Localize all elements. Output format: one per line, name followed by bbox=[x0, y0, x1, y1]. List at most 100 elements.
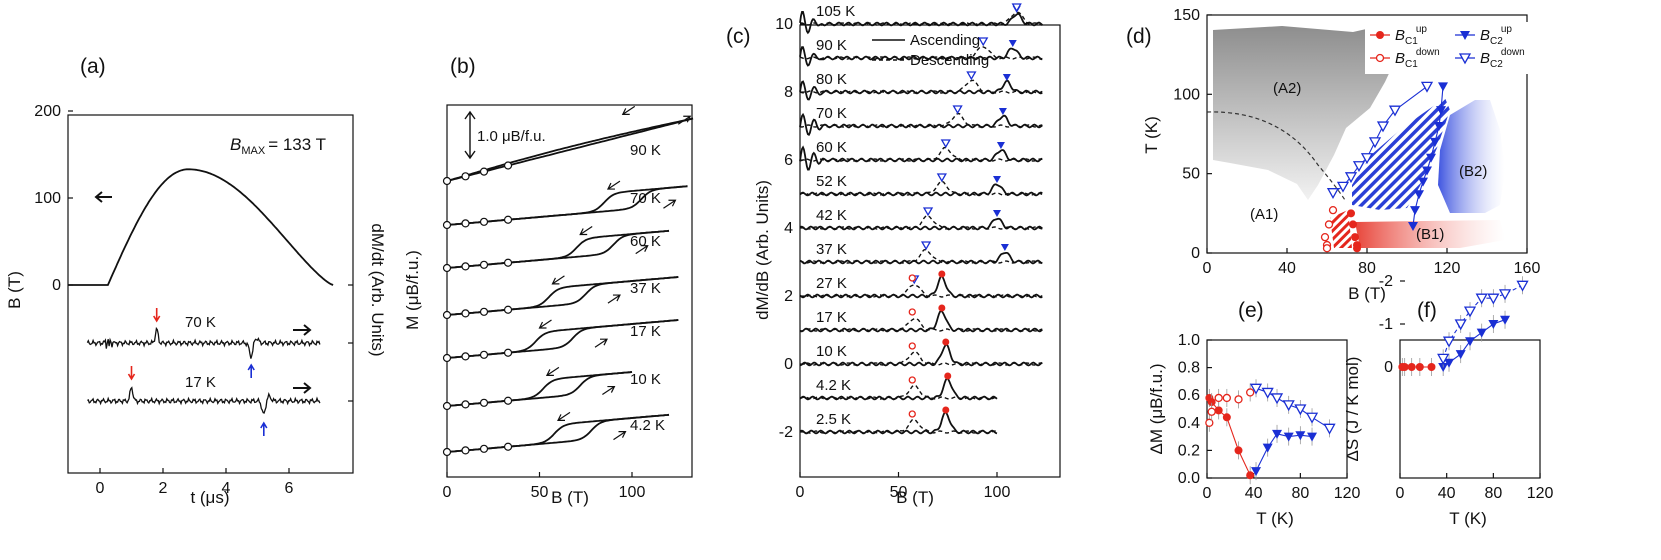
region-A2-shape bbox=[1213, 23, 1400, 200]
x-tick-label: 40 bbox=[1438, 485, 1456, 502]
x-tick-label: 0 bbox=[1396, 485, 1405, 502]
trace-17K bbox=[87, 386, 321, 414]
m-curve-label: 37 K bbox=[630, 280, 661, 297]
bc1-down-point bbox=[1234, 395, 1243, 404]
m-marker bbox=[442, 310, 452, 320]
trace-temp-label: 70 K bbox=[816, 105, 847, 122]
svg-text:BMAX= 133 T: BMAX = 133 T bbox=[230, 135, 326, 157]
bc2-down-point bbox=[1261, 387, 1274, 399]
legend-box bbox=[1365, 22, 1535, 74]
y-tick-label: 100 bbox=[34, 190, 61, 207]
bc1-down-point bbox=[1222, 393, 1231, 403]
legend-label: BC1down bbox=[1395, 47, 1440, 70]
panel-a-ylabel-right: dM/dt (Arb. Units) bbox=[368, 223, 387, 356]
dmdb-traces: 120 K105 K90 K80 K70 K60 K52 K42 K37 K27… bbox=[799, 3, 1043, 435]
y-tick-label: 150 bbox=[1173, 7, 1200, 24]
m-marker bbox=[503, 161, 513, 170]
region-B1-label: (B1) bbox=[1416, 226, 1444, 243]
arrow-up-blue-icon bbox=[260, 421, 268, 436]
bc1-up-marker bbox=[938, 270, 946, 278]
panel-b-ylabel: M (μB/f.u.) bbox=[403, 250, 422, 330]
arrow-icon bbox=[607, 294, 621, 304]
phase-line bbox=[1412, 86, 1444, 227]
delta-s-points bbox=[1398, 276, 1529, 376]
m-curve-descending bbox=[446, 117, 694, 182]
arrow-right-icon bbox=[293, 324, 312, 336]
x-tick-label: 80 bbox=[1358, 260, 1376, 277]
x-tick-label: 100 bbox=[984, 484, 1011, 501]
m-curve-label: 60 K bbox=[630, 233, 661, 250]
panel-f-frame bbox=[1399, 339, 1541, 479]
bc2-down-marker bbox=[922, 207, 934, 217]
dmdb-descending bbox=[799, 317, 1043, 332]
trace-temp-label: 4.2 K bbox=[816, 377, 851, 394]
trace-17K-label: 17 K bbox=[185, 374, 216, 391]
bc2-up-point bbox=[1272, 429, 1283, 439]
bc2-down-point bbox=[1368, 137, 1382, 149]
x-tick-label: 40 bbox=[1278, 260, 1296, 277]
bc2-down-point bbox=[1336, 181, 1350, 193]
bmax-annotation: BMAX = 133 T bbox=[230, 135, 326, 157]
bc2-up-point bbox=[1500, 315, 1511, 325]
bc1-down-point bbox=[1246, 388, 1255, 397]
legend-ascending: Ascending bbox=[910, 32, 980, 49]
bc2-up-marker bbox=[998, 108, 1007, 115]
m-marker bbox=[503, 305, 513, 314]
m-marker bbox=[442, 176, 452, 186]
y-tick-label: 0.8 bbox=[1178, 360, 1200, 377]
bc2-down-point bbox=[1249, 383, 1263, 395]
legend-label: BC2down bbox=[1480, 47, 1525, 70]
bc2-down-point bbox=[1437, 353, 1450, 365]
x-tick-label: 0 bbox=[443, 484, 452, 501]
bc1-up-marker bbox=[942, 406, 950, 414]
x-tick-label: 100 bbox=[619, 484, 646, 501]
arrow-icon bbox=[579, 225, 593, 236]
m-marker bbox=[479, 398, 489, 407]
panel-f-ylabel: ΔS (J / K mol) bbox=[1343, 357, 1362, 462]
legend-label: BC2up bbox=[1480, 24, 1512, 47]
delta-m-points bbox=[1205, 379, 1336, 485]
bc2-down-marker bbox=[966, 71, 977, 81]
bc2-up-point bbox=[1414, 190, 1424, 200]
trace-temp-label: 2.5 K bbox=[816, 411, 851, 428]
panel-a-label: (a) bbox=[80, 55, 106, 78]
bc1-up-point bbox=[1353, 244, 1361, 253]
bc2-down-point bbox=[1442, 336, 1456, 348]
m-marker bbox=[442, 220, 452, 230]
dmdb-descending bbox=[799, 79, 1043, 94]
m-marker bbox=[479, 217, 489, 226]
y-tick-label: 0.2 bbox=[1178, 442, 1200, 459]
panel-f-ticks: 0 40 80 120 0 -1 -2 bbox=[1379, 273, 1554, 502]
m-curve-label: 17 K bbox=[630, 323, 661, 340]
panel-a-ticks: 0 2 4 6 0 100 200 bbox=[34, 103, 353, 497]
bc2-up-point bbox=[1283, 432, 1294, 442]
bc2-down-point bbox=[1420, 81, 1434, 93]
m-marker bbox=[503, 348, 513, 357]
panel-f-xlabel: T (K) bbox=[1449, 509, 1486, 528]
y-tick-label: 200 bbox=[34, 103, 61, 120]
bc2-up-point bbox=[1295, 431, 1306, 441]
dmdb-ascending bbox=[799, 217, 1043, 231]
trace-temp-label: 10 K bbox=[816, 343, 847, 360]
trace-70K bbox=[86, 326, 321, 359]
bc1-up-point bbox=[1214, 406, 1223, 415]
y-tick-label: 0.4 bbox=[1178, 415, 1200, 432]
x-tick-label: 0 bbox=[796, 484, 805, 501]
arrow-icon bbox=[677, 115, 692, 125]
bc2-up-point bbox=[1444, 358, 1455, 368]
panel-a-frame bbox=[67, 114, 354, 474]
m-curve-label: 10 K bbox=[630, 371, 661, 388]
bc1-down-point bbox=[1214, 393, 1223, 403]
m-marker bbox=[503, 442, 513, 451]
bc2-down-point bbox=[1360, 153, 1374, 165]
trace-temp-label: 27 K bbox=[816, 275, 847, 292]
panel-e-label: (e) bbox=[1238, 299, 1264, 322]
dmdb-descending bbox=[799, 284, 1043, 298]
bc2-up-point bbox=[1438, 82, 1448, 92]
bc2-up-marker bbox=[1000, 244, 1009, 251]
bc2-up-point bbox=[1436, 106, 1446, 116]
dmdb-descending bbox=[799, 180, 1043, 196]
